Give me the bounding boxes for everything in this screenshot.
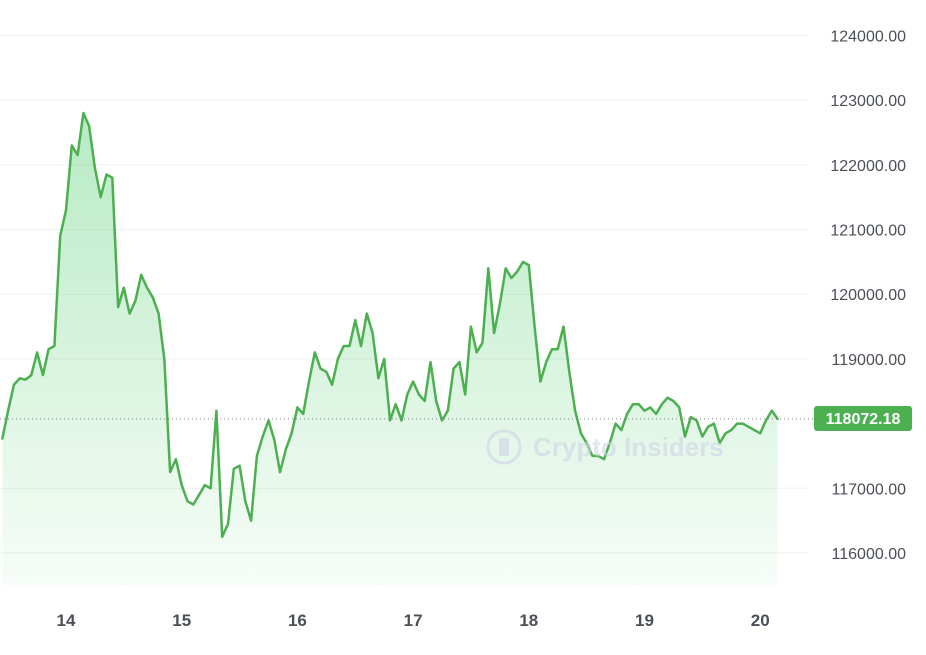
y-tick-label: 121000.00 (830, 223, 906, 240)
x-tick-label: 18 (519, 611, 538, 630)
watermark: Crypto Insiders (486, 429, 724, 465)
price-line (1, 111, 779, 539)
y-tick-label: 123000.00 (830, 93, 906, 110)
x-tick-label: 19 (635, 611, 654, 630)
crypto-insiders-logo-icon (486, 429, 522, 465)
y-tick-label: 122000.00 (830, 158, 906, 175)
x-tick-label: 17 (404, 611, 423, 630)
y-tick-label: 120000.00 (830, 287, 906, 304)
x-tick-label: 16 (288, 611, 307, 630)
x-axis-ticks: 14 15 16 17 18 19 20 (57, 611, 770, 630)
x-tick-label: 14 (57, 611, 76, 630)
y-tick-label: 117000.00 (832, 481, 907, 498)
watermark-text: Crypto Insiders (533, 432, 724, 462)
area-fill-path (2, 113, 778, 585)
y-axis-ticks: 124000.00 123000.00 122000.00 121000.00 1200… (830, 28, 906, 563)
area-fill (2, 113, 778, 585)
current-price-tag: 118072.18 (814, 406, 912, 431)
price-line-path (1, 111, 779, 539)
x-tick-label: 20 (751, 611, 770, 630)
y-tick-label: 124000.00 (830, 28, 906, 45)
current-price-label: 118072.18 (826, 411, 901, 428)
y-tick-label: 116000.00 (832, 546, 907, 563)
y-tick-label: 119000.00 (832, 352, 907, 369)
x-tick-label: 15 (172, 611, 191, 630)
